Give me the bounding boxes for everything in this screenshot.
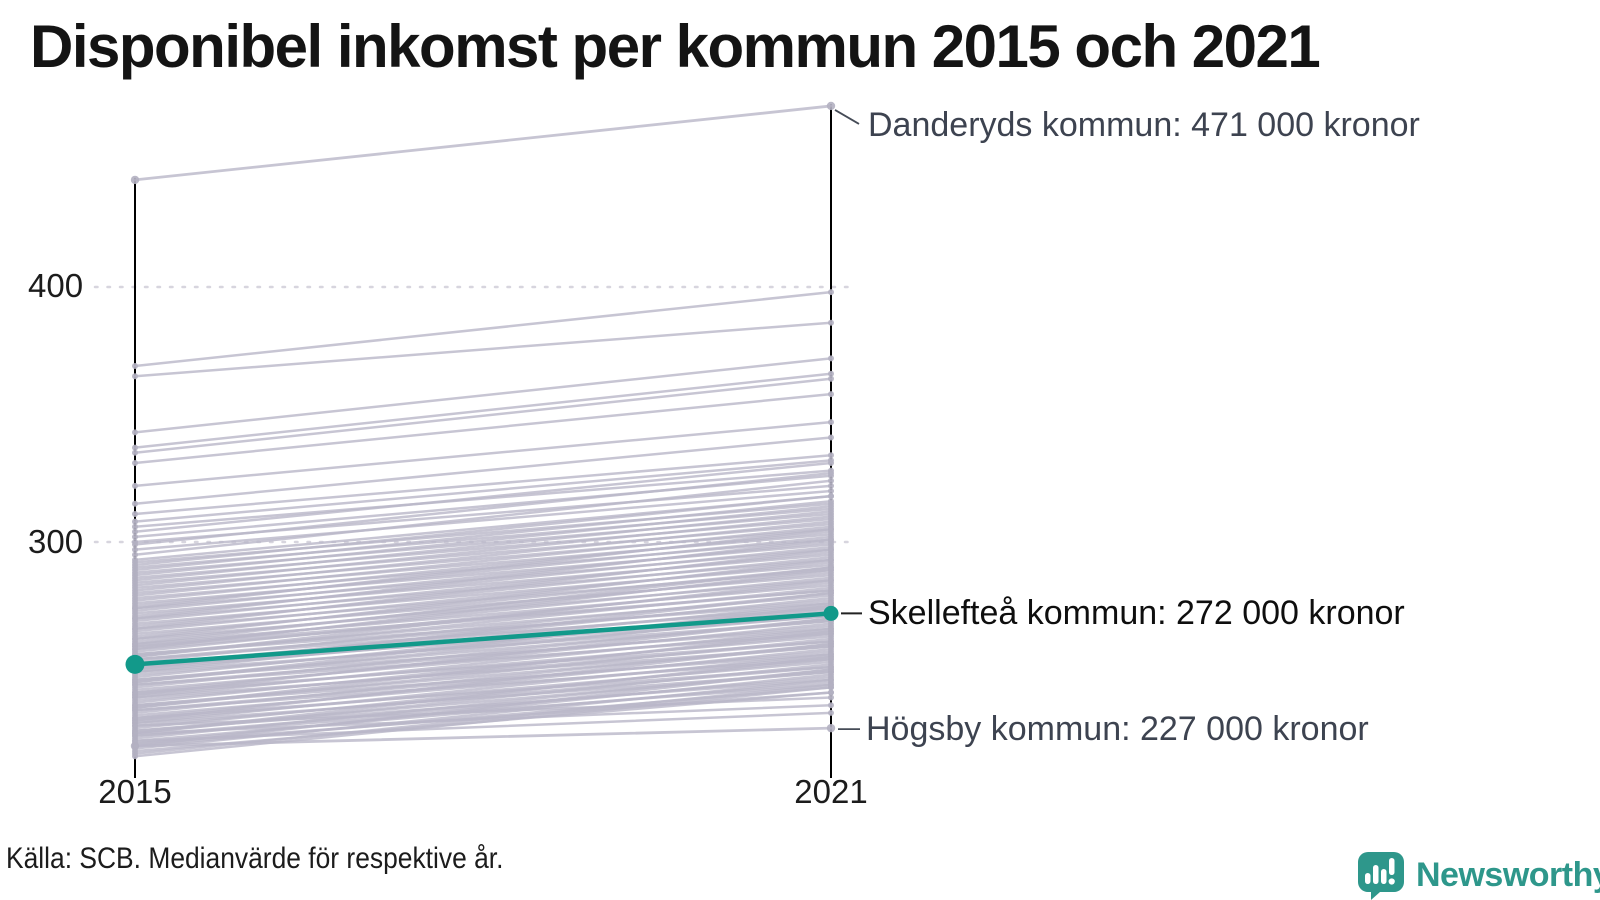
page-title: Disponibel inkomst per kommun 2015 och 2… (30, 13, 1321, 80)
annotation-danderyd: Danderyds kommun: 471 000 kronor (868, 106, 1420, 144)
annotation-hogsby: Högsby kommun: 227 000 kronor (866, 710, 1369, 748)
source-note: Källa: SCB. Medianvärde för respektive å… (6, 842, 504, 875)
newsworthy-logo: Newsworthy (1356, 850, 1600, 900)
newsworthy-logo-text: Newsworthy (1416, 855, 1600, 894)
y-axis-tick-label: 300 (28, 523, 84, 560)
x-axis-label-2015: 2015 (98, 773, 172, 810)
y-axis-tick-label: 400 (28, 267, 84, 304)
annotation-skelleftea: Skellefteå kommun: 272 000 kronor (868, 594, 1405, 632)
newsworthy-speech-bubble-icon (1358, 852, 1404, 900)
x-axis-label-2021: 2021 (794, 773, 868, 810)
